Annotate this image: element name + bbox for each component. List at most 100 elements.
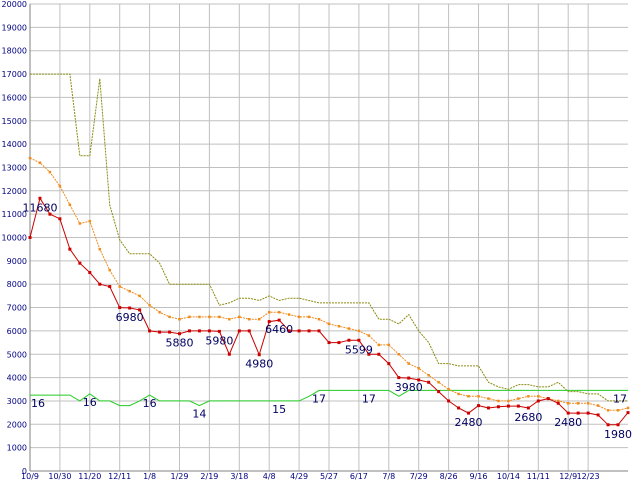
data-point-price	[437, 390, 441, 394]
y-tick-label: 4000	[7, 374, 27, 383]
data-point-price	[447, 399, 451, 403]
y-tick-label: 17000	[2, 70, 27, 79]
data-point-average	[626, 406, 630, 410]
data-point-price	[237, 329, 241, 333]
data-point-average	[337, 324, 341, 328]
data-point-price	[98, 282, 102, 286]
data-point-price	[526, 406, 530, 410]
x-tick-label: 8/26	[440, 472, 458, 480]
data-point-price	[187, 329, 191, 333]
data-point-price	[486, 406, 490, 410]
data-point-average	[168, 315, 171, 319]
data-point-price	[496, 405, 500, 409]
data-point-average	[78, 222, 82, 225]
data-point-price	[197, 329, 201, 333]
data-point-price	[148, 329, 152, 333]
data-point-average	[566, 402, 570, 405]
data-point-average	[467, 395, 470, 398]
y-tick-label: 8000	[7, 280, 27, 289]
data-point-average	[437, 381, 440, 384]
y-tick-label: 13000	[2, 163, 27, 172]
x-tick-label: 7/29	[410, 472, 428, 480]
data-point-average	[257, 317, 261, 321]
x-tick-label: 6/17	[350, 472, 368, 480]
y-tick-label: 6000	[7, 327, 27, 336]
data-point-average	[327, 322, 331, 326]
data-label: 16	[31, 397, 45, 410]
data-point-average	[28, 156, 32, 160]
y-tick-label: 5000	[7, 350, 27, 359]
data-point-average	[238, 315, 241, 319]
data-point-price	[516, 404, 520, 408]
data-point-average	[367, 334, 371, 337]
data-point-average	[88, 219, 92, 223]
data-label: 5880	[166, 337, 194, 350]
data-point-price	[28, 236, 32, 239]
data-point-average	[307, 315, 311, 319]
data-label: 6980	[116, 311, 144, 324]
x-tick-label: 12/9	[559, 472, 577, 480]
data-point-average	[517, 397, 520, 400]
data-point-average	[497, 399, 500, 403]
data-point-average	[317, 317, 321, 321]
data-point-price	[58, 217, 62, 221]
data-point-average	[218, 315, 221, 319]
y-tick-label: 0	[22, 467, 27, 476]
x-tick-label: 10/14	[497, 472, 520, 480]
x-tick-label: 10/9	[21, 472, 39, 480]
data-label: 2680	[514, 411, 542, 424]
data-point-price	[606, 423, 610, 427]
data-point-average	[128, 289, 131, 293]
data-point-average	[118, 285, 121, 288]
data-point-price	[227, 352, 231, 356]
data-label: 6460	[265, 323, 293, 336]
data-label: 2480	[455, 416, 483, 429]
x-tick-label: 4/8	[263, 472, 276, 480]
data-point-price	[267, 320, 271, 324]
data-point-price	[158, 330, 162, 334]
data-point-average	[148, 303, 151, 307]
data-point-average	[98, 247, 102, 251]
data-point-price	[297, 329, 301, 333]
data-point-price	[347, 338, 351, 342]
chart-grid	[29, 3, 628, 472]
data-point-price	[586, 411, 590, 415]
data-point-average	[68, 203, 72, 207]
data-label: 15	[272, 403, 286, 416]
data-point-average	[427, 374, 430, 377]
data-point-price	[327, 341, 331, 345]
data-point-price	[317, 329, 321, 333]
y-tick-label: 20000	[2, 0, 27, 9]
data-point-average	[198, 315, 201, 319]
data-label: 17	[613, 392, 627, 405]
data-point-price	[118, 306, 122, 310]
data-point-price	[467, 411, 471, 415]
y-tick-label: 11000	[2, 210, 27, 219]
y-tick-label: 10000	[2, 234, 27, 243]
data-point-average	[188, 315, 191, 319]
data-label: 4980	[245, 358, 273, 371]
data-point-average	[178, 317, 181, 321]
data-point-price	[407, 376, 411, 380]
data-point-average	[108, 268, 111, 272]
data-point-price	[337, 341, 341, 345]
data-point-average	[58, 184, 62, 188]
chart-series	[28, 73, 630, 427]
data-point-average	[48, 170, 52, 174]
data-point-average	[208, 315, 211, 319]
y-tick-label: 12000	[2, 187, 27, 196]
data-point-price	[417, 378, 421, 382]
data-point-price	[307, 329, 311, 333]
data-point-average	[297, 315, 301, 319]
data-point-average	[616, 409, 620, 412]
data-label: 11680	[22, 201, 57, 214]
data-point-average	[248, 317, 251, 321]
data-point-average	[277, 310, 281, 314]
x-tick-label: 3/18	[230, 472, 248, 480]
data-point-average	[586, 402, 590, 405]
y-tick-label: 15000	[2, 117, 27, 126]
data-point-average	[38, 161, 42, 165]
x-tick-label: 4/29	[290, 472, 308, 480]
data-label: 16	[143, 397, 157, 410]
